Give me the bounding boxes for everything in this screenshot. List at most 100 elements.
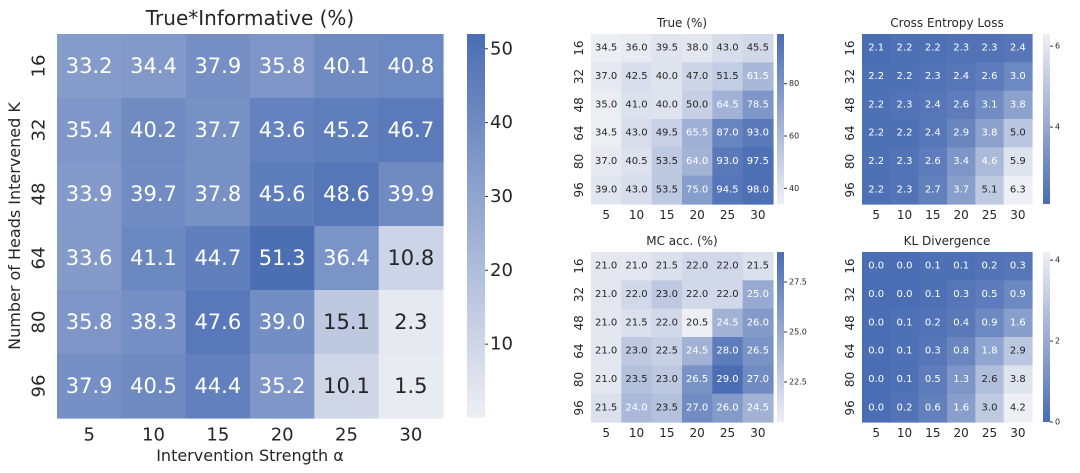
y-tick-label: 48 [29,183,50,206]
cell-value-label: 0.6 [925,402,941,413]
cell-value-label: 27.0 [686,402,708,413]
cell-value-label: 2.2 [868,156,884,167]
colorbar [777,252,784,422]
colorbar-tick-label: 40 [490,112,513,133]
heatmap-cell [862,393,891,423]
cell-value-label: 0.2 [982,261,998,272]
heatmap-cell [862,62,891,92]
heatmap-cell [1003,365,1033,395]
heatmap-cell [862,90,891,120]
heatmap-cross-entropy: 2.1 2.2 2.2 2.3 2.3 2.4 2.2 2.2 2.3 2.4 2.6 3.0 2.2 2… [843,16,1060,222]
y-tick-label: 32 [843,69,857,84]
heatmap-cell [591,119,622,148]
cell-value-label: 3.0 [982,402,998,413]
cell-value-label: 0.0 [868,402,884,413]
cell-value-label: 21.5 [656,261,678,272]
heatmap-cell [1003,175,1033,205]
cell-value-label: 37.9 [194,54,241,78]
heatmap-cell [890,365,920,395]
x-tick-label: 5 [872,426,880,440]
cell-value-label: 2.4 [925,128,941,139]
x-tick-label: 25 [982,208,997,222]
heatmap-true-informative: 33.2 34.4 37.9 35.8 40.1 40.8 35.4 40.2 37.7 43.6… [5,6,513,465]
cell-value-label: 26.5 [747,346,769,357]
cell-value-label: 0.0 [868,317,884,328]
cell-value-label: 0.0 [897,261,913,272]
heatmap-cell [682,175,713,205]
heatmap-cell [918,308,948,338]
heatmap-cell [591,90,622,120]
heatmap-cell [621,393,653,423]
cell-value-label: 43.0 [625,184,647,195]
heatmap-cell [918,90,948,120]
cell-value-label: 0.1 [897,374,913,385]
cell-value-label: 2.3 [897,184,913,195]
heatmap-cell [890,393,920,423]
y-tick-label: 96 [843,182,857,197]
cell-value-label: 48.6 [323,182,370,206]
colorbar-tick-label: 4 [1055,123,1060,132]
cell-value-label: 22.0 [625,289,647,300]
heatmap-cell [651,280,683,310]
cell-value-label: 65.5 [686,128,708,139]
heatmap-cell [682,365,713,395]
heatmap-cell [250,98,315,163]
cell-value-label: 1.5 [394,374,427,398]
x-tick-label: 5 [872,208,880,222]
cell-value-label: 0.2 [897,402,913,413]
cell-value-label: 2.3 [394,310,427,334]
cell-value-label: 10.8 [387,246,434,270]
y-tick-label: 96 [29,375,50,398]
heatmap-true: 34.5 36.0 39.5 38.0 43.0 45.5 37.0 42.5 40.0 47.0… [572,16,799,222]
y-axis-label: Number of Heads Intervened K [5,102,24,350]
heatmap-cell [975,119,1005,148]
cell-value-label: 3.0 [1010,71,1026,82]
y-tick-label: 80 [572,154,586,169]
heatmap-cell [975,308,1005,338]
heatmap-cell [742,252,774,281]
heatmap-cell [57,226,122,291]
heatmap-cell [250,226,315,291]
cell-value-label: 21.0 [595,317,617,328]
heatmap-cell [651,119,683,148]
cell-value-label: 61.5 [747,71,769,82]
chart-title: True*Informative (%) [145,6,354,30]
x-tick-label: 20 [690,208,705,222]
cell-value-label: 2.6 [982,374,998,385]
cell-value-label: 34.5 [595,43,617,54]
cell-value-label: 24.5 [716,317,738,328]
cell-value-label: 2.4 [953,71,969,82]
heatmap-cell [185,354,251,419]
cell-value-label: 0.3 [953,289,969,300]
heatmap-cell [591,280,622,310]
cell-value-label: 33.9 [66,182,113,206]
cell-value-label: 37.9 [66,374,113,398]
y-tick-label: 32 [29,119,50,142]
cell-value-label: 0.2 [925,317,941,328]
y-tick-label: 96 [572,182,586,197]
cell-value-label: 53.5 [656,156,678,167]
cell-value-label: 0.5 [982,289,998,300]
heatmap-cell [185,290,251,355]
heatmap-cell [742,119,774,148]
cell-value-label: 40.0 [656,71,678,82]
heatmap-cell [890,90,920,120]
colorbar-tick-label: 22.5 [789,378,807,387]
heatmap-cell [975,34,1005,63]
cell-value-label: 5.9 [1010,156,1026,167]
y-tick-label: 96 [843,400,857,415]
heatmap-cell [1003,393,1033,423]
colorbar-tick-label: 25.0 [789,328,807,337]
cell-value-label: 40.5 [625,156,647,167]
heatmap-cell [890,308,920,338]
heatmap-cell [862,365,891,395]
x-tick-label: 15 [206,424,229,445]
heatmap-cell [890,252,920,281]
heatmap-cell [712,90,744,120]
heatmap-cell [742,147,774,177]
cell-value-label: 24.0 [625,402,647,413]
cell-value-label: 51.3 [259,246,306,270]
cell-value-label: 1.6 [1010,317,1026,328]
heatmap-cell [712,365,744,395]
heatmap-cell [742,308,774,338]
